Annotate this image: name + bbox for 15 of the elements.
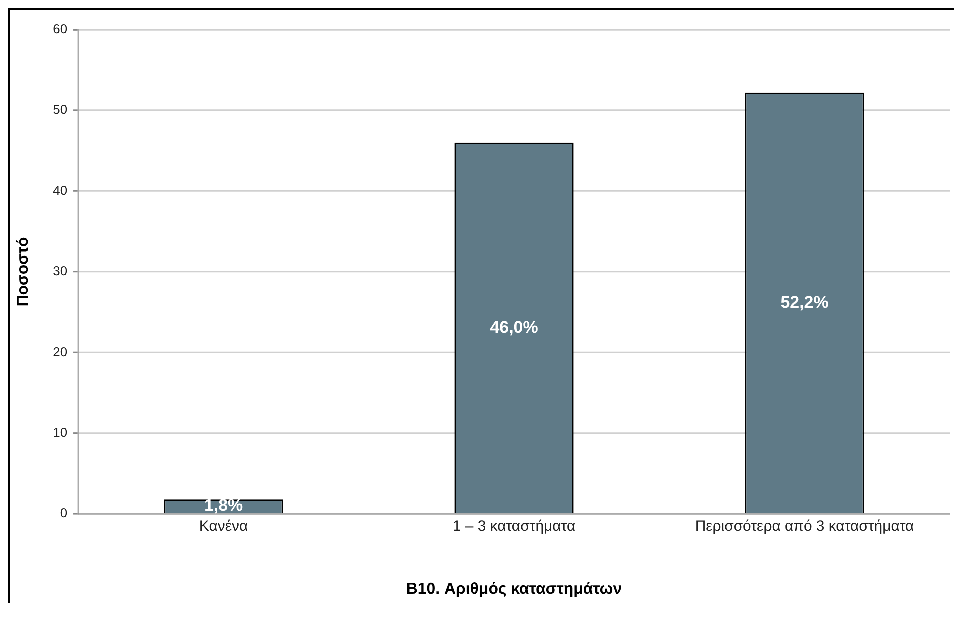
y-axis-title: Ποσοστό bbox=[14, 236, 32, 307]
data-label: 1,8% bbox=[204, 496, 244, 516]
x-tick-label: Κανένα bbox=[199, 518, 248, 536]
x-tick-label: Περισσότερα από 3 καταστήματα bbox=[695, 518, 915, 536]
y-tick-label: 60 bbox=[53, 22, 68, 36]
data-label: 52,2% bbox=[780, 292, 829, 312]
y-tick-label: 0 bbox=[60, 506, 68, 521]
y-tick-label: 30 bbox=[53, 264, 68, 279]
data-label: 46,0% bbox=[490, 318, 538, 337]
x-axis-title: B10. Αριθμός καταστημάτων bbox=[406, 580, 622, 598]
y-tick-label: 20 bbox=[53, 344, 68, 360]
y-tick-label: 40 bbox=[53, 182, 68, 198]
y-tick-label: 10 bbox=[53, 424, 68, 440]
x-tick-label: 1 – 3 καταστήματα bbox=[452, 518, 576, 536]
y-tick-label: 50 bbox=[53, 102, 68, 118]
